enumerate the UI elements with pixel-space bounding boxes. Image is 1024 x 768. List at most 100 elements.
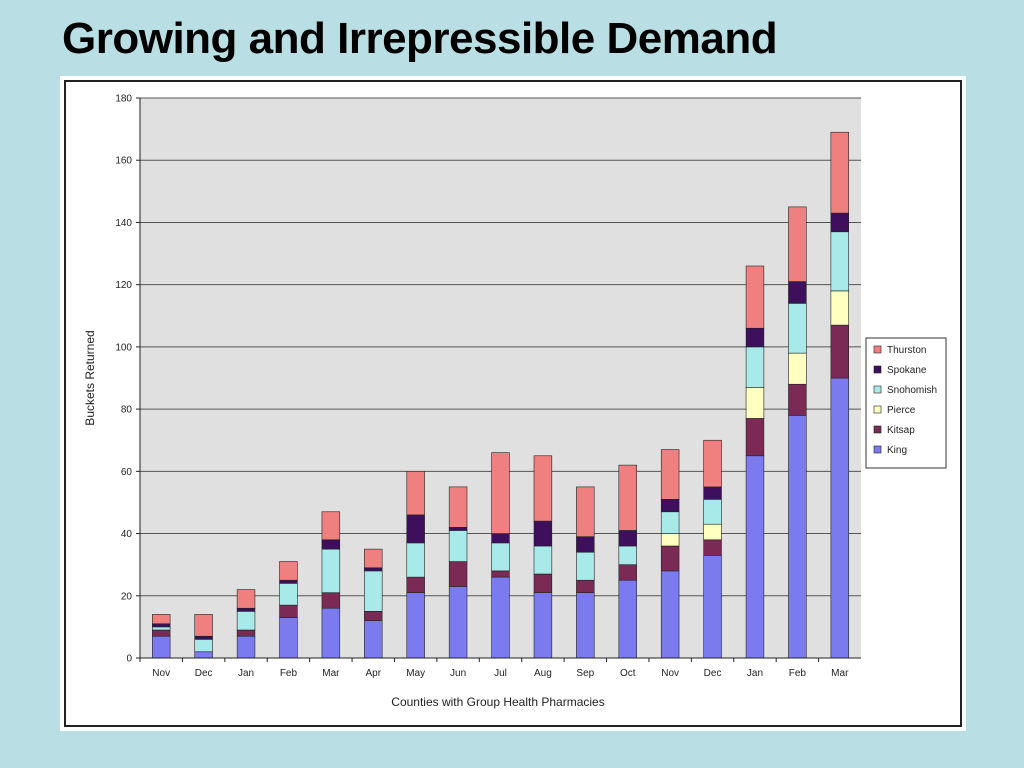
- x-tick-label: Mar: [322, 668, 340, 679]
- chart-frame: 0 20 40 60 80 100 120 140 160 180 Nov Dec Jan Feb Mar A…: [60, 76, 966, 731]
- bar-segment-thurston: [830, 131, 850, 214]
- bar-segment-snohomish: [194, 639, 213, 653]
- bar-segment-snohomish: [788, 303, 807, 354]
- bar-segment-kitsap: [151, 629, 171, 637]
- bar-segment-kitsap: [703, 539, 722, 556]
- bar-segment-snohomish: [533, 545, 553, 575]
- legend-swatch-thurston: [873, 345, 882, 354]
- bar-segment-snohomish: [491, 542, 510, 572]
- bar-segment-spokane: [279, 579, 298, 584]
- bar-segment-spokane: [618, 530, 637, 547]
- bar-segment-spokane: [660, 499, 680, 513]
- bar-segment-king: [830, 377, 850, 659]
- x-axis-title: Counties with Group Health Pharmacies: [391, 695, 604, 709]
- bar-segment-king: [236, 635, 256, 659]
- bar-segment-king: [321, 607, 341, 659]
- y-tick-label: 0: [126, 654, 132, 665]
- bars: [151, 131, 850, 659]
- legend-swatch-king: [873, 445, 882, 454]
- bar-segment-thurston: [788, 206, 807, 282]
- bar-segment-king: [406, 592, 425, 659]
- legend-label-snohomish: Snohomish: [887, 385, 937, 396]
- bar-segment-kitsap: [576, 579, 595, 593]
- bar-segment-thurston: [491, 452, 510, 534]
- bar-segment-thurston: [236, 589, 256, 609]
- bar-segment-spokane: [151, 623, 171, 628]
- bar-segment-kitsap: [745, 418, 765, 457]
- legend-label-thurston: Thurston: [887, 345, 926, 356]
- bar-segment-kitsap: [660, 545, 680, 572]
- bar-segment-spokane: [533, 520, 553, 547]
- bar-segment-pierce: [703, 523, 722, 541]
- x-tick-label: Jun: [450, 668, 466, 679]
- x-tick-label: Oct: [620, 668, 636, 679]
- bar-segment-king: [576, 592, 595, 659]
- bar-segment-thurston: [406, 471, 425, 516]
- legend-label-spokane: Spokane: [887, 365, 927, 376]
- y-tick-label: 160: [115, 156, 132, 167]
- bar-segment-snohomish: [406, 542, 425, 578]
- legend-swatch-kitsap: [873, 425, 882, 434]
- bar-segment-king: [703, 555, 722, 659]
- bar-segment-kitsap: [533, 573, 553, 593]
- legend-label-king: King: [887, 445, 907, 456]
- bar-segment-king: [448, 586, 468, 659]
- bar-segment-king: [533, 592, 553, 659]
- bar-segment-king: [194, 651, 213, 659]
- bar-segment-spokane: [830, 212, 850, 233]
- x-tick-label: Nov: [152, 668, 170, 679]
- x-tick-label: Aug: [534, 668, 552, 679]
- bar-segment-thurston: [151, 614, 171, 625]
- y-tick-label: 20: [121, 591, 133, 602]
- bar-segment-kitsap: [618, 564, 637, 581]
- bar-segment-thurston: [745, 265, 765, 329]
- bar-segment-snohomish: [448, 530, 468, 562]
- bar-segment-snohomish: [618, 545, 637, 565]
- bar-segment-pierce: [830, 290, 850, 326]
- legend-swatch-snohomish: [873, 385, 882, 394]
- bar-segment-spokane: [406, 514, 425, 544]
- bar-segment-snohomish: [660, 511, 680, 534]
- bar-segment-snohomish: [151, 626, 171, 631]
- bar-segment-thurston: [279, 561, 298, 581]
- bar-segment-spokane: [364, 567, 383, 572]
- y-tick-label: 80: [121, 405, 133, 416]
- x-tick-label: Apr: [365, 668, 381, 679]
- legend-box: [865, 337, 947, 469]
- slide-title: Growing and Irrepressible Demand: [62, 14, 778, 63]
- legend-label-kitsap: Kitsap: [887, 425, 915, 436]
- axes: [136, 97, 861, 662]
- x-tick-label: Nov: [661, 668, 679, 679]
- x-tick-label: Feb: [280, 668, 298, 679]
- x-tick-label: Dec: [704, 668, 722, 679]
- x-tick-label: Mar: [831, 668, 849, 679]
- bar-segment-thurston: [703, 439, 722, 488]
- legend: Thurston Spokane Snohomish Pierce Kitsap King: [865, 337, 947, 469]
- bar-segment-pierce: [788, 352, 807, 385]
- bar-segment-king: [660, 570, 680, 659]
- bar-segment-snohomish: [364, 570, 383, 612]
- bar-segment-snohomish: [703, 499, 722, 525]
- bar-segment-kitsap: [321, 592, 341, 609]
- bar-segment-kitsap: [491, 570, 510, 578]
- x-tick-label: Jan: [747, 668, 763, 679]
- legend-label-pierce: Pierce: [887, 405, 916, 416]
- y-tick-label: 100: [115, 342, 132, 353]
- bar-segment-king: [364, 620, 383, 659]
- bar-segment-king: [618, 579, 637, 659]
- bar-segment-king: [151, 635, 171, 659]
- bar-segment-kitsap: [448, 561, 468, 587]
- bar-segment-king: [745, 455, 765, 659]
- bar-segment-thurston: [533, 455, 553, 522]
- bar-segment-pierce: [745, 387, 765, 419]
- bar-segment-kitsap: [788, 383, 807, 416]
- x-tick-label: Dec: [195, 668, 213, 679]
- bar-segment-kitsap: [406, 576, 425, 593]
- bar-segment-kitsap: [236, 629, 256, 637]
- bar-segment-spokane: [703, 486, 722, 500]
- y-axis-title: Buckets Returned: [83, 330, 97, 425]
- stacked-bar-chart: 0 20 40 60 80 100 120 140 160 180 Nov Dec Jan Feb Mar A…: [64, 80, 962, 727]
- bar-segment-spokane: [491, 533, 510, 544]
- bar-segment-thurston: [321, 511, 341, 541]
- bar-segment-kitsap: [830, 324, 850, 379]
